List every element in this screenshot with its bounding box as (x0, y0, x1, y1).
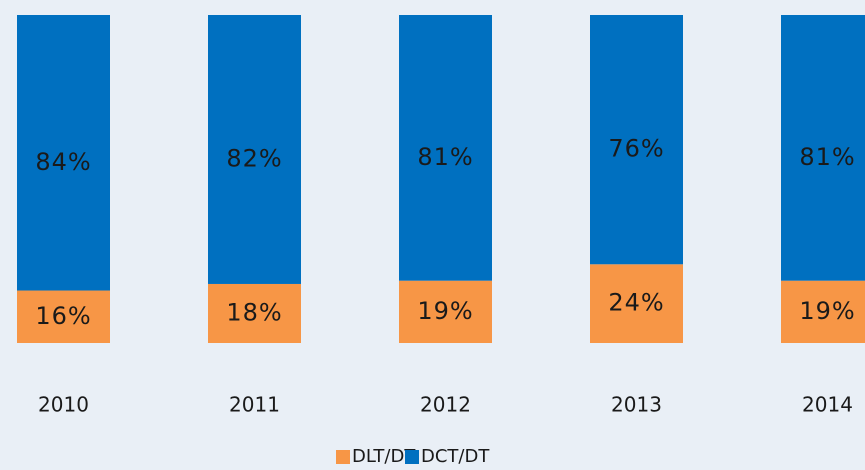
value-label: 19% (417, 297, 473, 325)
bar-segment (399, 15, 492, 281)
legend-swatch (405, 450, 419, 464)
bar-segment (17, 290, 110, 343)
legend-swatch (336, 450, 350, 464)
value-label: 76% (608, 135, 664, 163)
x-tick-label: 2011 (229, 393, 280, 417)
value-label: 81% (417, 143, 473, 171)
bar-segment (208, 283, 301, 343)
x-tick-label: 2013 (611, 393, 662, 417)
value-label: 82% (226, 144, 282, 172)
bar-segment (781, 15, 865, 281)
bar-segment (17, 15, 110, 291)
legend-label: DLT/DT (352, 446, 416, 467)
bar-segment (781, 280, 865, 343)
bar-segment (208, 15, 301, 284)
x-tick-label: 2010 (38, 393, 89, 417)
value-label: 18% (226, 298, 282, 326)
value-label: 81% (799, 143, 855, 171)
bar-segment (399, 280, 492, 343)
value-label: 84% (35, 148, 91, 176)
value-label: 24% (608, 289, 664, 317)
x-tick-label: 2012 (420, 393, 471, 417)
x-tick-label: 2014 (802, 393, 853, 417)
value-label: 19% (799, 297, 855, 325)
bar-segment (590, 264, 683, 343)
value-label: 16% (35, 302, 91, 330)
bar-segment (590, 15, 683, 265)
legend-label: DCT/DT (421, 446, 490, 467)
